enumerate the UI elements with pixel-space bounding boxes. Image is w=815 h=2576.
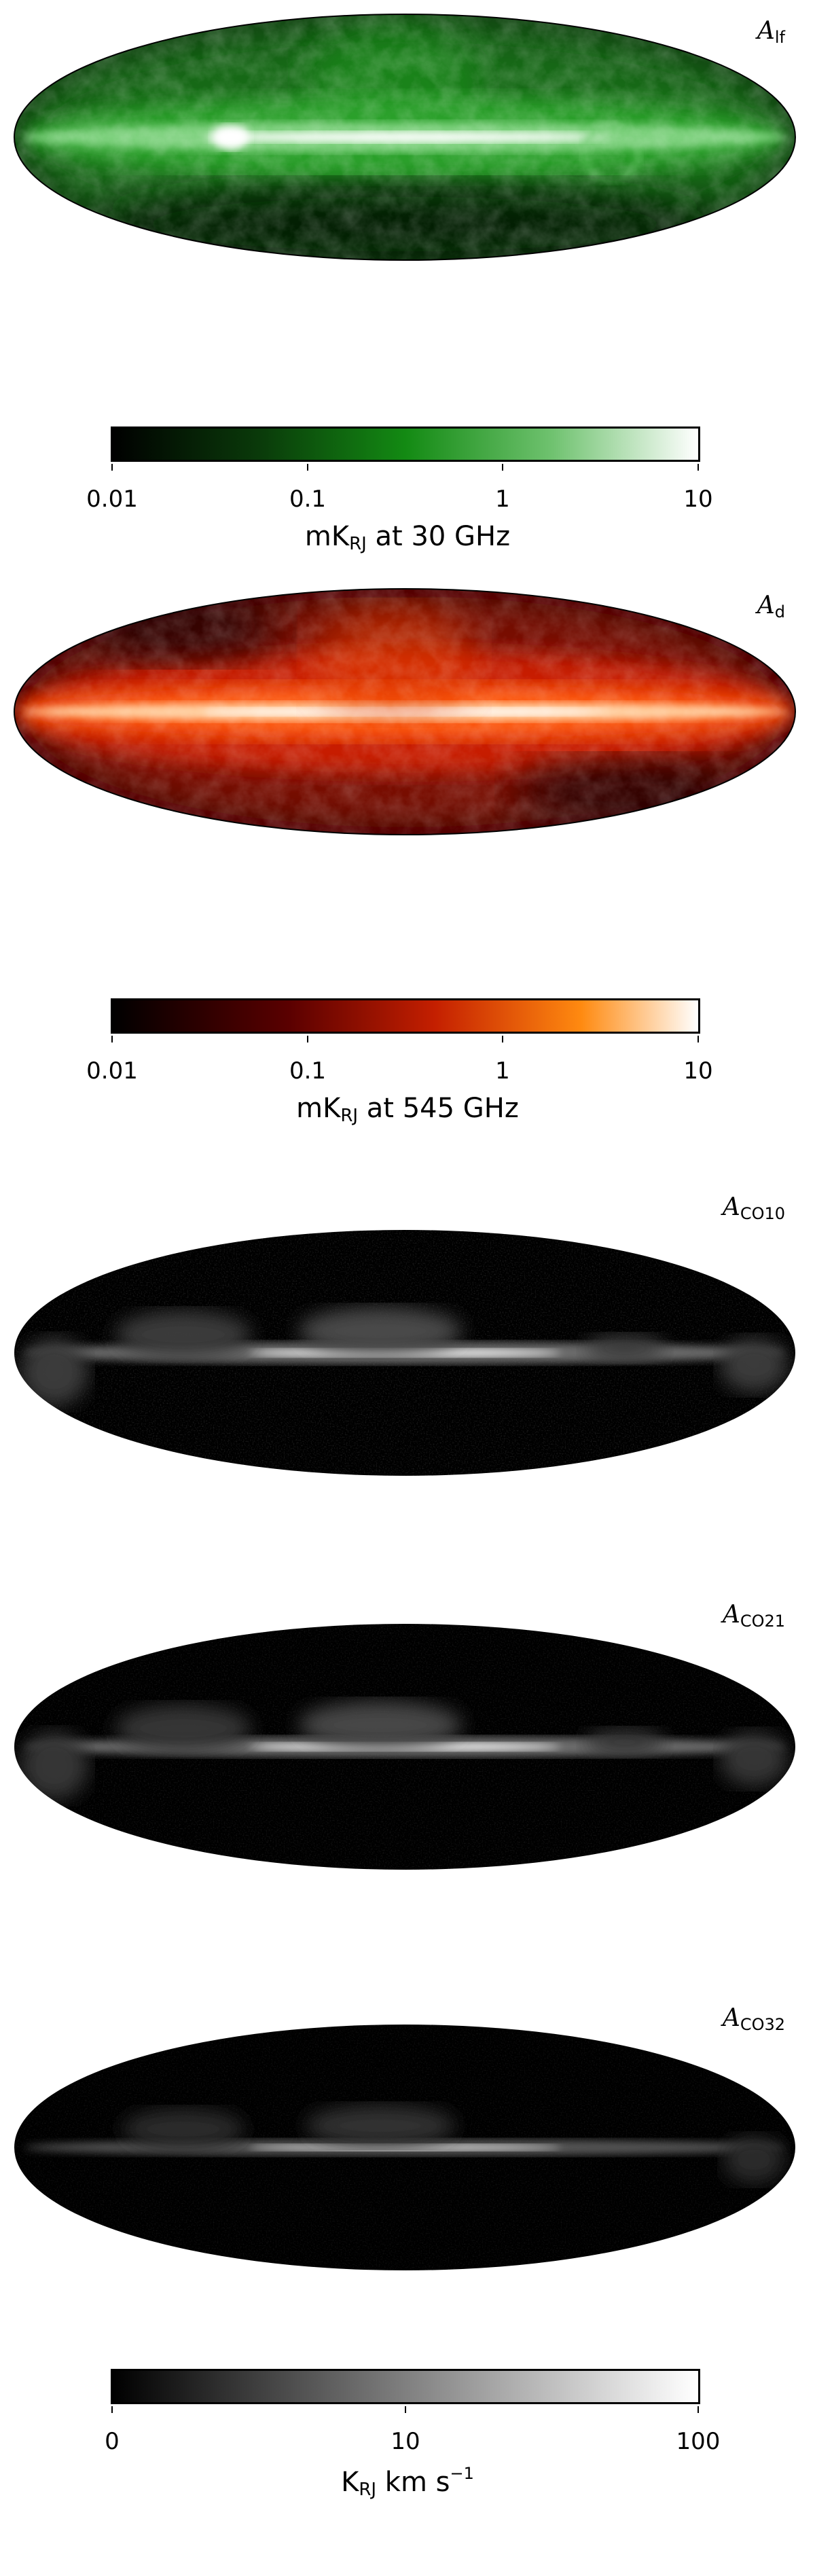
tick-label: 100 <box>676 2428 721 2455</box>
map-label-aco10: ACO10 <box>722 1193 785 1223</box>
tick-mark <box>405 2406 406 2413</box>
tick-label: 0 <box>105 2428 120 2455</box>
panel-aco21: ACO21 <box>0 1589 815 2010</box>
colorbar-d <box>111 998 700 1034</box>
tick-mark <box>307 464 308 471</box>
tick-label: 1 <box>495 1057 510 1085</box>
tick-label: 1 <box>495 486 510 513</box>
tick-mark <box>307 1036 308 1042</box>
tick-mark <box>502 464 503 471</box>
tick-label: 10 <box>391 2428 420 2455</box>
colorbar-title-co: KRJ km s−1 <box>341 2464 474 2500</box>
panel-aco32: ACO32 0 10 100 KRJ km s−1 <box>0 2006 815 2576</box>
tick-mark <box>698 1036 699 1042</box>
tick-mark <box>111 464 113 471</box>
map-aco10 <box>14 1230 795 1476</box>
colorbar-title-lf: mKRJ at 30 GHz <box>304 521 511 554</box>
map-label-alf: Alf <box>757 17 785 47</box>
panel-aco10: ACO10 <box>0 1155 815 1576</box>
colorbar-lf <box>111 427 700 462</box>
map-label-aco32: ACO32 <box>722 2004 785 2034</box>
map-label-aco21: ACO21 <box>722 1601 785 1631</box>
tick-mark <box>111 2406 113 2413</box>
tick-label: 0.1 <box>289 1057 327 1085</box>
panel-alf: Alf 0.01 0.1 1 10 mKRJ at 30 GHz <box>0 0 815 584</box>
tick-mark <box>111 1036 113 1042</box>
map-ad <box>14 588 796 835</box>
map-aco21 <box>14 1624 795 1870</box>
tick-mark <box>502 1036 503 1042</box>
colorbar-co <box>111 2369 700 2404</box>
tick-label: 0.01 <box>86 1057 138 1085</box>
tick-label: 10 <box>683 486 713 513</box>
tick-label: 0.01 <box>86 486 138 513</box>
colorbar-title-d: mKRJ at 545 GHz <box>296 1093 519 1126</box>
tick-mark <box>698 464 699 471</box>
map-aco32 <box>14 2025 795 2270</box>
tick-mark <box>698 2406 699 2413</box>
map-label-ad: Ad <box>757 592 785 621</box>
panel-ad: Ad 0.01 0.1 1 10 mKRJ at 545 GHz <box>0 584 815 1168</box>
tick-label: 0.1 <box>289 486 327 513</box>
map-alf <box>14 14 796 261</box>
tick-label: 10 <box>683 1057 713 1085</box>
